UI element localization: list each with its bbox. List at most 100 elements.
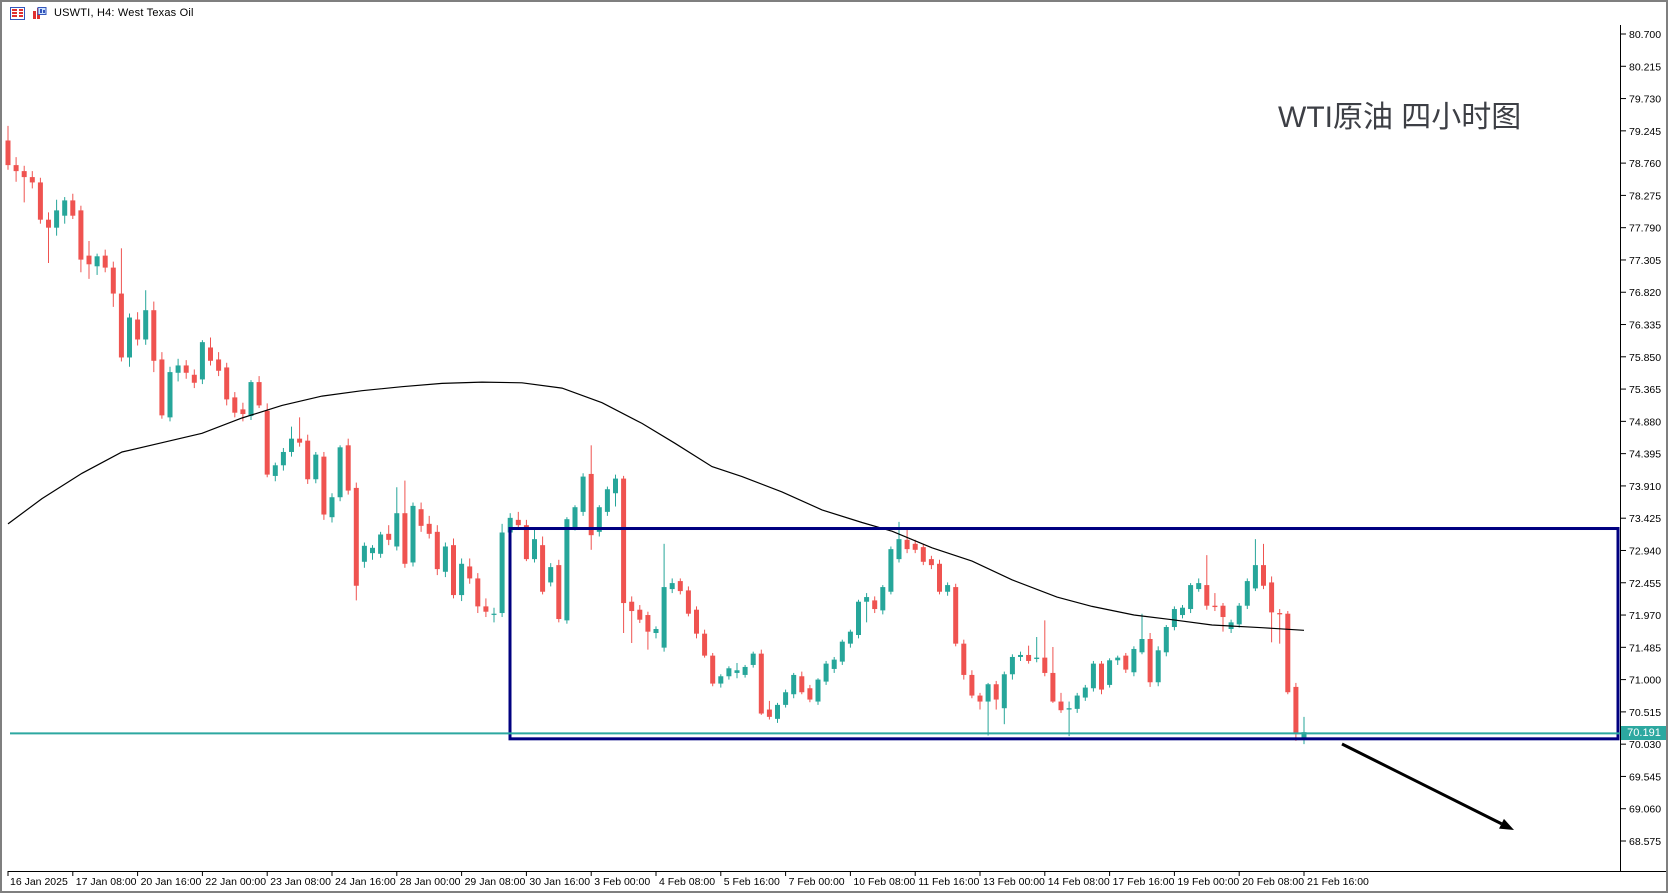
candle-body xyxy=(718,676,724,684)
candle-body xyxy=(815,679,821,702)
candle-body xyxy=(645,615,651,632)
candle-body xyxy=(1301,732,1307,739)
candle-body xyxy=(110,267,116,294)
candle-body xyxy=(985,684,991,702)
candle-body xyxy=(1099,663,1104,690)
candle-body xyxy=(685,590,691,614)
candle-body xyxy=(483,606,489,612)
candle-body xyxy=(1042,657,1048,673)
candle-body xyxy=(248,382,254,417)
journal-icon xyxy=(10,6,25,20)
candle-body xyxy=(750,653,756,665)
candle-body xyxy=(839,641,845,662)
candle-body xyxy=(1277,613,1283,615)
axes xyxy=(8,25,1666,872)
candle-body xyxy=(337,447,343,498)
candle-body xyxy=(726,668,732,677)
candle-body xyxy=(1058,701,1064,711)
candle-body xyxy=(783,692,789,705)
y-axis-label: 71.000 xyxy=(1629,675,1661,687)
candle-body xyxy=(402,513,408,564)
candle-body xyxy=(621,478,627,604)
candle-body xyxy=(475,578,481,607)
y-axis-label: 69.060 xyxy=(1629,804,1661,816)
candle-body xyxy=(993,684,999,700)
candle-body xyxy=(135,319,141,340)
candle-body xyxy=(29,177,35,183)
candle-body xyxy=(46,219,51,228)
candle-body xyxy=(54,210,60,228)
current-price-badge: 70.191 xyxy=(1621,726,1666,740)
candle-body xyxy=(1147,638,1153,683)
candle-body xyxy=(864,597,870,602)
candle-body xyxy=(321,456,327,515)
candle-body xyxy=(1261,565,1266,586)
candle-body xyxy=(183,365,189,373)
candle-body xyxy=(175,365,181,373)
candle-body xyxy=(653,629,659,634)
x-axis-label: 16 Jan 2025 xyxy=(10,876,68,888)
candle-body xyxy=(912,543,918,550)
chart-window-icon xyxy=(33,6,47,19)
candle-body xyxy=(888,549,894,592)
candle-body xyxy=(532,539,537,560)
candle-body xyxy=(345,445,351,491)
candle-body xyxy=(945,585,951,592)
y-axis-label: 75.365 xyxy=(1629,384,1661,396)
candle-body xyxy=(191,374,197,383)
candle-body xyxy=(799,676,805,693)
candle-body xyxy=(1269,582,1275,613)
candle-body xyxy=(710,655,716,684)
candle-body xyxy=(758,653,764,714)
y-axis-label: 73.910 xyxy=(1629,481,1661,493)
x-axis-label: 13 Feb 00:00 xyxy=(983,876,1045,888)
candle-body xyxy=(831,659,837,669)
y-axis-label: 78.275 xyxy=(1629,190,1661,202)
candle-body xyxy=(127,317,132,358)
x-axis-label: 24 Jan 16:00 xyxy=(335,876,396,888)
y-axis-label: 72.455 xyxy=(1629,578,1661,590)
chart-titlebar: USWTI, H4: West Texas Oil xyxy=(2,2,1666,24)
candle-body xyxy=(556,565,562,620)
candle-body xyxy=(523,525,529,560)
candle-body xyxy=(1252,565,1258,589)
candle-body xyxy=(1180,607,1185,616)
candle-body xyxy=(272,465,278,476)
trend-arrow[interactable] xyxy=(1341,742,1514,830)
consolidation-rectangle[interactable] xyxy=(508,527,1620,741)
x-axis-label: 5 Feb 16:00 xyxy=(724,876,780,888)
candle-body xyxy=(280,451,286,466)
y-axis-label: 76.820 xyxy=(1629,287,1661,299)
candle-body xyxy=(1139,638,1145,653)
x-axis-label: 14 Feb 08:00 xyxy=(1048,876,1110,888)
candle-body xyxy=(977,695,983,702)
y-axis-label: 71.970 xyxy=(1629,610,1661,622)
x-axis-label: 19 Feb 00:00 xyxy=(1177,876,1239,888)
candle-body xyxy=(1285,613,1291,693)
candle-body xyxy=(766,709,772,717)
x-axis: 16 Jan 2025 17 Jan 08:00 20 Jan 16:00 22 Ja… xyxy=(7,871,1369,888)
y-axis-label: 74.880 xyxy=(1629,416,1661,428)
candles xyxy=(5,125,1307,745)
x-axis-label: 10 Feb 08:00 xyxy=(853,876,915,888)
candle-body xyxy=(1212,605,1218,608)
candle-body xyxy=(920,547,926,562)
y-axis-label: 79.730 xyxy=(1629,94,1661,106)
candle-body xyxy=(264,410,270,475)
y-axis-label: 68.575 xyxy=(1629,836,1661,848)
x-axis-label: 17 Feb 16:00 xyxy=(1113,876,1175,888)
candle-body xyxy=(661,587,667,648)
candle-body xyxy=(775,704,780,719)
candle-body xyxy=(313,454,319,480)
candle-body xyxy=(1066,708,1072,710)
candle-body xyxy=(1050,672,1056,702)
candle-body xyxy=(1171,609,1177,628)
candle-body xyxy=(491,613,497,615)
candle-body xyxy=(70,200,76,216)
candle-body xyxy=(1090,663,1096,689)
candle-body xyxy=(823,663,829,682)
candle-body xyxy=(13,165,19,172)
y-axis-label: 77.790 xyxy=(1629,223,1661,235)
candle-body xyxy=(21,171,27,178)
